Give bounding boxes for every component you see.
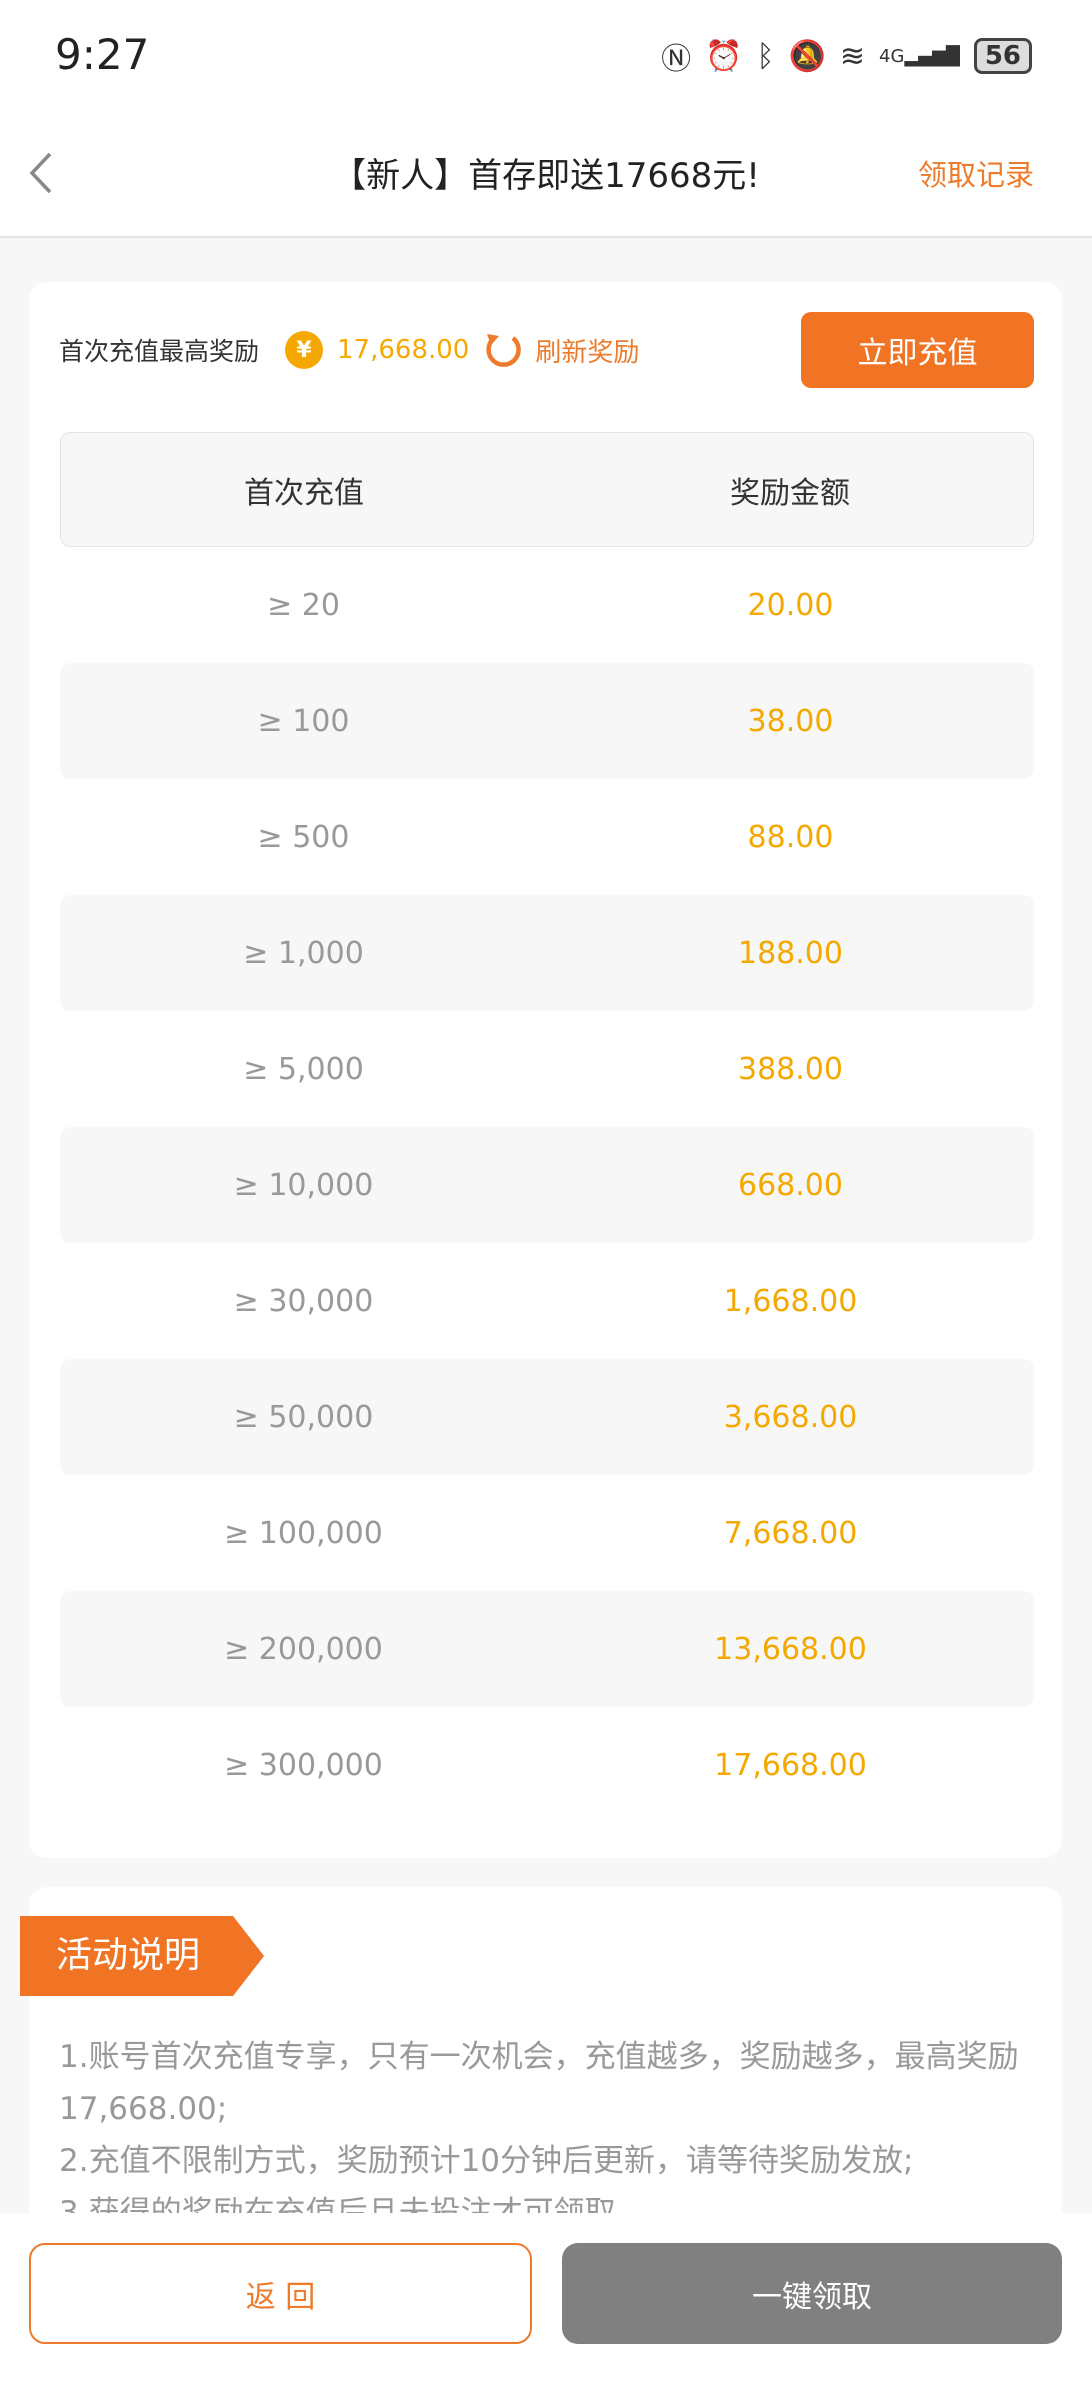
table-row: ≥ 300,000 17,668.00 [60,1707,1034,1823]
bottom-bar: 返 回 一键领取 [0,2213,1092,2400]
deposit-threshold: ≥ 200,000 [224,1631,383,1667]
wifi-icon: ≋ [839,38,866,74]
activity-description: 1.账号首次充值专享，只有一次机会，充值越多，奖励越多，最高奖励17,668.0… [59,2031,1032,2239]
deposit-threshold: ≥ 10,000 [233,1167,374,1203]
deposit-threshold: ≥ 50,000 [233,1399,374,1435]
rule-line: 2.充值不限制方式，奖励预计10分钟后更新，请等待奖励发放; [59,2143,914,2179]
deposit-threshold: ≥ 300,000 [224,1747,383,1783]
deposit-threshold: ≥ 1,000 [243,935,364,971]
deposit-threshold: ≥ 500 [257,819,350,855]
header-reward-amount: 奖励金额 [730,475,850,511]
back-chevron-icon[interactable] [22,148,62,198]
refresh-reward-button[interactable]: 刷新奖励 [535,337,640,368]
battery-indicator: 56 [973,38,1032,74]
reward-value: 3,668.00 [723,1399,858,1435]
reward-value: 88.00 [747,819,834,855]
reward-value: 1,668.00 [723,1283,858,1319]
reward-card: 首次充值最高奖励 ¥ 17,668.00 刷新奖励 立即充值 首次充值 奖励金额… [29,282,1062,1858]
deposit-threshold: ≥ 20 [267,587,340,623]
table-row: ≥ 100 38.00 [60,663,1034,779]
charge-now-button[interactable]: 立即充值 [801,312,1034,388]
yuan-coin-icon: ¥ [285,331,324,369]
activity-tag: 活动说明 [20,1916,264,1996]
table-row: ≥ 20 20.00 [60,547,1034,663]
reward-value: 38.00 [747,703,834,739]
status-icons: Ⓝ ⏰ ᛒ 🔕 ≋ 4G▂▄▆█ 56 [661,34,1032,78]
table-row: ≥ 100,000 7,668.00 [60,1475,1034,1591]
deposit-threshold: ≥ 30,000 [233,1283,374,1319]
max-reward-label: 首次充值最高奖励 [59,337,260,366]
deposit-threshold: ≥ 100 [257,703,350,739]
table-row: ≥ 5,000 388.00 [60,1011,1034,1127]
rule-line: 1.账号首次充值专享，只有一次机会，充值越多，奖励越多，最高奖励17,668.0… [59,2039,1019,2127]
nav-bar: 【新人】首存即送17668元! 领取记录 [0,110,1092,238]
claim-record-link[interactable]: 领取记录 [917,158,1034,192]
refresh-icon[interactable] [483,330,523,370]
status-time: 9:27 [55,30,150,79]
claim-all-button[interactable]: 一键领取 [562,2243,1062,2344]
reward-value: 388.00 [738,1051,843,1087]
network-type: 4G [879,45,905,67]
reward-value: 20.00 [747,587,834,623]
table-row: ≥ 1,000 188.00 [60,895,1034,1011]
alarm-icon: ⏰ [705,38,743,74]
reward-summary: 首次充值最高奖励 ¥ 17,668.00 刷新奖励 [59,330,639,370]
reward-value: 7,668.00 [723,1515,858,1551]
bluetooth-icon: ᛒ [756,38,775,74]
max-reward-amount: 17,668.00 [337,335,470,365]
page-title: 【新人】首存即送17668元! [332,156,760,196]
nfc-icon: Ⓝ [661,42,692,77]
mute-bell-icon: 🔕 [788,38,826,74]
table-row: ≥ 50,000 3,668.00 [60,1359,1034,1475]
table-row: ≥ 10,000 668.00 [60,1127,1034,1243]
reward-value: 17,668.00 [714,1747,867,1783]
return-button[interactable]: 返 回 [29,2243,532,2344]
status-bar: 9:27 Ⓝ ⏰ ᛒ 🔕 ≋ 4G▂▄▆█ 56 [0,0,1092,110]
table-row: ≥ 200,000 13,668.00 [60,1591,1034,1707]
reward-value: 668.00 [738,1167,843,1203]
signal-icon: 4G▂▄▆█ [879,45,960,67]
reward-value: 188.00 [738,935,843,971]
table-row: ≥ 500 88.00 [60,779,1034,895]
reward-table: ≥ 20 20.00 ≥ 100 38.00 ≥ 500 88.00 ≥ 1,000 188.… [60,547,1034,1823]
deposit-threshold: ≥ 5,000 [243,1051,364,1087]
deposit-threshold: ≥ 100,000 [224,1515,383,1551]
table-row: ≥ 30,000 1,668.00 [60,1243,1034,1359]
reward-value: 13,668.00 [714,1631,867,1667]
table-header: 首次充值 奖励金额 [60,432,1034,547]
header-first-deposit: 首次充值 [244,475,364,511]
